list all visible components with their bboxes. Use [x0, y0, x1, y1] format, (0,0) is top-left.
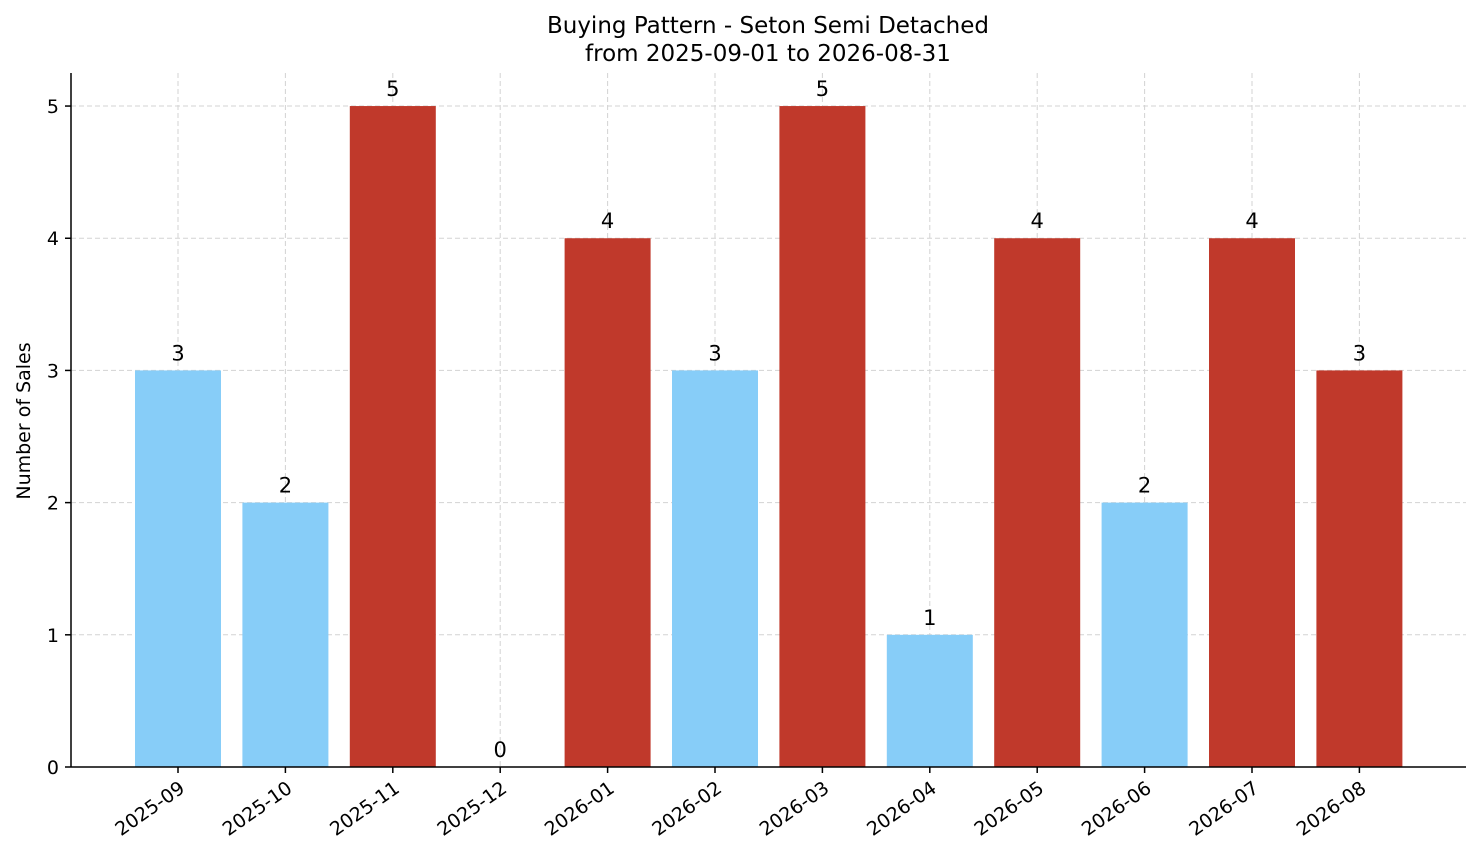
data-label-2025-11: 5	[386, 77, 399, 101]
bar-2026-04	[886, 634, 973, 767]
x-tick-label: 2026-05	[970, 777, 1048, 841]
x-tick-label: 2025-12	[433, 777, 511, 841]
chart-subtitle: from 2025-09-01 to 2026-08-31	[585, 41, 951, 67]
data-label-2026-05: 4	[1031, 209, 1044, 233]
data-label-2026-03: 5	[816, 77, 829, 101]
data-label-2026-02: 3	[708, 341, 721, 365]
bar-2025-11	[349, 106, 436, 768]
x-tick-label: 2025-10	[219, 777, 297, 841]
data-label-2026-04: 1	[923, 606, 936, 630]
data-label-2026-07: 4	[1245, 209, 1258, 233]
data-labels: 3 2 5 0 4 3 5 1 4 2 4 3	[171, 77, 1366, 762]
data-label-2026-01: 4	[601, 209, 614, 233]
y-tick-label: 0	[47, 757, 59, 779]
x-tick-label: 2025-11	[326, 777, 404, 841]
x-tick-label: 2026-06	[1078, 777, 1156, 841]
bar-2025-09	[135, 370, 221, 767]
x-tick-label: 2025-09	[111, 777, 189, 841]
y-tick-label: 2	[47, 493, 59, 515]
y-tick-label: 1	[47, 625, 59, 647]
bar-2026-03	[779, 106, 866, 768]
data-label-2026-06: 2	[1138, 474, 1151, 498]
y-tick-label: 4	[47, 228, 59, 250]
y-tick-label: 3	[47, 360, 59, 382]
x-tick-label: 2026-07	[1185, 777, 1263, 841]
bar-2026-06	[1101, 502, 1188, 767]
bar-2026-07	[1209, 238, 1295, 767]
data-label-2025-12: 0	[494, 738, 507, 762]
bar-2025-10	[242, 502, 329, 767]
data-label-2025-10: 2	[279, 474, 292, 498]
data-label-2025-09: 3	[171, 341, 184, 365]
bar-2026-05	[994, 238, 1081, 767]
chart-title: Buying Pattern - Seton Semi Detached	[547, 13, 989, 39]
bar-2026-01	[564, 238, 651, 767]
bars	[135, 106, 1403, 768]
x-tick-label: 2026-04	[863, 777, 941, 841]
y-axis-label: Number of Sales	[13, 342, 35, 499]
data-label-2026-08: 3	[1353, 341, 1366, 365]
x-tick-label: 2026-03	[756, 777, 834, 841]
bar-2026-02	[672, 370, 758, 767]
y-tick-label: 5	[47, 96, 59, 118]
bar-2026-08	[1316, 370, 1403, 767]
x-tick-label: 2026-02	[648, 777, 726, 841]
x-tick-label: 2026-01	[541, 777, 619, 841]
x-tick-label: 2026-08	[1293, 777, 1371, 841]
